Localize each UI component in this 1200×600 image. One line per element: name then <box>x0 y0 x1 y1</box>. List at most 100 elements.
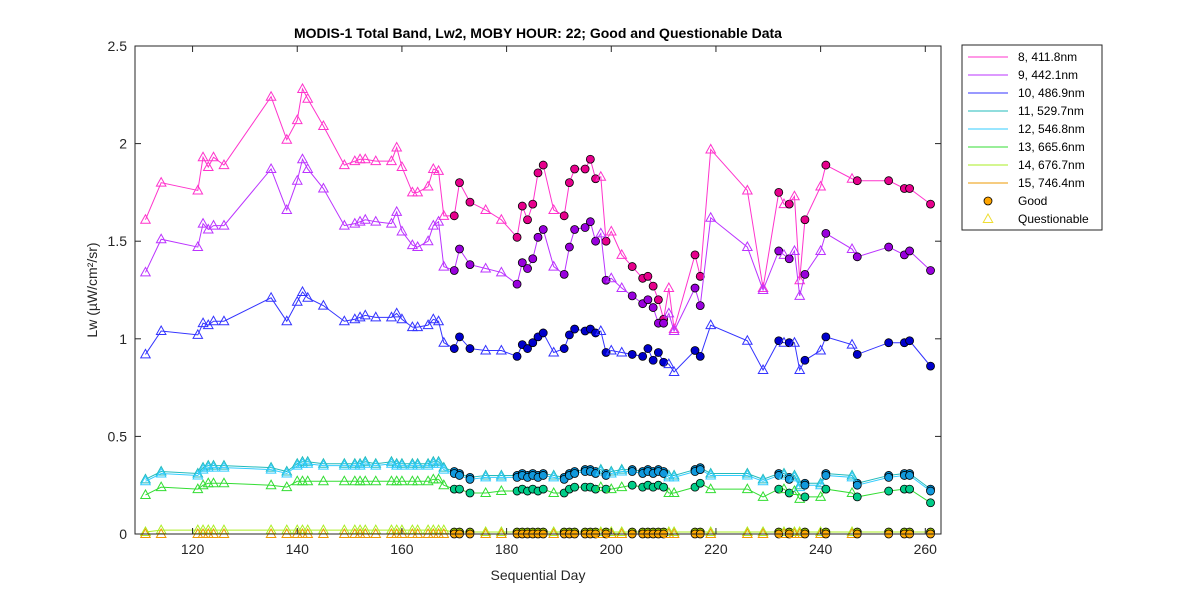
good-point <box>465 197 475 207</box>
questionable-point <box>668 527 680 538</box>
questionable-point <box>432 455 445 466</box>
questionable-point <box>846 242 858 254</box>
good-point <box>821 332 831 342</box>
good-point <box>643 295 653 305</box>
good-point <box>538 484 548 494</box>
questionable-point <box>815 180 827 191</box>
questionable-point <box>815 344 827 355</box>
good-point <box>591 236 600 246</box>
questionable-point <box>605 483 617 494</box>
questionable-point <box>197 463 209 474</box>
questionable-point <box>438 260 450 271</box>
x-tick-label: 240 <box>809 541 833 557</box>
questionable-point <box>155 465 167 476</box>
questionable-point <box>265 527 277 538</box>
questionable-point <box>438 527 450 538</box>
questionable-point <box>668 471 680 482</box>
questionable-point <box>548 471 560 482</box>
legend-label: 8, 411.8nm <box>1018 50 1077 64</box>
questionable-point <box>359 455 371 466</box>
questionable-point <box>354 459 366 470</box>
good-point <box>905 484 914 494</box>
good-point <box>659 318 669 328</box>
questionable-point <box>406 239 418 250</box>
questionable-point <box>218 159 230 170</box>
questionable-point <box>207 461 220 472</box>
good-point <box>449 266 459 275</box>
series-layer <box>139 82 935 539</box>
questionable-point <box>605 465 617 476</box>
good-point <box>800 355 810 365</box>
questionable-point <box>788 244 801 255</box>
questionable-point <box>391 307 403 318</box>
legend-label: 13, 665.6nm <box>1018 140 1085 154</box>
questionable-point <box>605 272 617 283</box>
good-point <box>627 480 637 490</box>
questionable-point <box>741 527 753 538</box>
questionable-point <box>349 217 361 228</box>
questionable-point <box>192 328 204 339</box>
series-4 <box>139 457 935 496</box>
questionable-point <box>370 527 382 538</box>
questionable-point <box>139 527 152 538</box>
questionable-point <box>438 336 450 347</box>
questionable-point <box>846 338 858 349</box>
good-point <box>533 168 543 178</box>
questionable-point <box>794 364 806 375</box>
questionable-point <box>218 315 230 326</box>
questionable-point <box>396 475 408 486</box>
questionable-point <box>741 467 753 478</box>
questionable-point <box>548 469 560 480</box>
questionable-point <box>616 463 628 474</box>
questionable-point <box>741 526 753 537</box>
questionable-point <box>370 155 382 166</box>
questionable-point <box>302 162 314 173</box>
questionable-point <box>354 311 366 322</box>
questionable-point <box>412 321 424 332</box>
questionable-point <box>291 295 303 306</box>
good-point <box>570 225 580 234</box>
legend-label: 15, 746.4nm <box>1018 176 1085 190</box>
good-point <box>512 279 522 289</box>
questionable-point <box>668 486 680 498</box>
questionable-point <box>495 485 507 496</box>
legend-questionable-label: Questionable <box>1018 212 1089 226</box>
questionable-point <box>668 323 680 334</box>
questionable-point <box>317 120 330 131</box>
questionable-point <box>412 475 424 486</box>
questionable-point <box>370 475 382 486</box>
questionable-point <box>396 457 408 468</box>
questionable-point <box>370 457 382 468</box>
questionable-point <box>207 315 220 326</box>
questionable-point <box>281 203 293 214</box>
questionable-point <box>139 266 152 277</box>
good-point <box>695 478 705 488</box>
questionable-point <box>291 114 303 125</box>
questionable-point <box>281 315 293 326</box>
questionable-point <box>616 527 628 538</box>
good-point <box>784 199 794 209</box>
good-point <box>565 178 574 188</box>
questionable-point <box>265 479 277 490</box>
good-point <box>884 472 894 482</box>
good-point <box>512 351 522 361</box>
good-point <box>627 291 637 301</box>
questionable-point <box>139 213 152 224</box>
questionable-point <box>616 346 628 357</box>
good-point <box>455 471 464 480</box>
questionable-point <box>495 526 507 537</box>
questionable-point <box>741 241 753 252</box>
questionable-point <box>548 260 560 271</box>
questionable-point <box>495 213 507 224</box>
questionable-point <box>422 235 434 246</box>
questionable-point <box>757 473 769 484</box>
questionable-point <box>616 282 628 293</box>
questionable-point <box>595 170 607 181</box>
questionable-point <box>605 225 617 236</box>
good-point <box>852 176 862 186</box>
good-point <box>523 215 532 225</box>
questionable-point <box>605 344 617 355</box>
good-point <box>800 215 810 225</box>
questionable-point <box>741 334 753 345</box>
questionable-point <box>197 479 209 490</box>
